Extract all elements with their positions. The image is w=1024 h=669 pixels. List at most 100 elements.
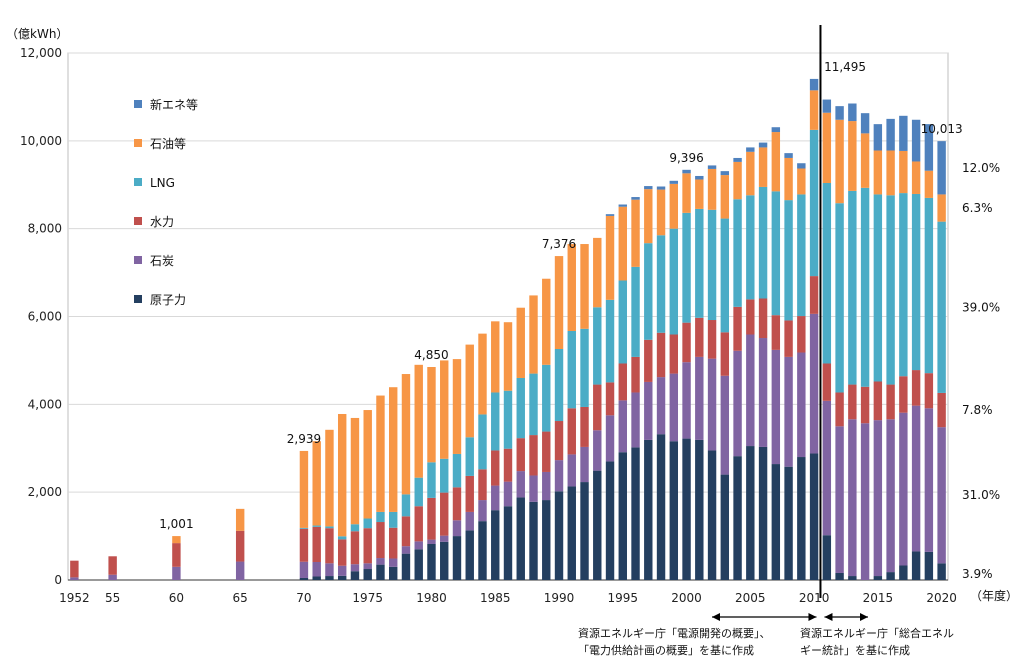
bar-segment — [682, 169, 691, 174]
x-tick-label: 2010 — [799, 591, 830, 605]
bar-segment — [682, 438, 691, 580]
bar-segment — [414, 506, 423, 542]
arrowhead-left — [824, 613, 833, 621]
bar-segment — [401, 494, 411, 517]
bar-segment — [440, 535, 449, 542]
bar-segment — [644, 339, 653, 382]
bar-segment — [835, 119, 844, 204]
bar-segment — [108, 556, 117, 575]
legend-label: 新エネ等 — [150, 97, 198, 112]
bar-segment — [733, 199, 742, 307]
source-notes: 資源エネルギー庁「電源開発の概要」、「電力供給計画の概要」を基に作成 資源エネルギ… — [578, 613, 954, 657]
bar-segment — [516, 438, 525, 472]
bar-value-labels: 1,001 2,939 4,850 7,376 9,396 11,495 10,013 — [159, 60, 962, 531]
bar-series — [70, 78, 946, 580]
bar-segment — [784, 356, 793, 467]
legend-label: 水力 — [150, 215, 174, 229]
bar-segment — [389, 558, 398, 567]
bar-segment — [350, 417, 360, 525]
bar-segment — [542, 431, 551, 472]
bar-segment — [937, 221, 946, 393]
bar-segment — [299, 561, 309, 578]
x-tick-label: 1952 — [59, 591, 90, 605]
bar-segment — [554, 491, 564, 580]
bar-segment — [911, 405, 921, 552]
bar-segment — [822, 535, 832, 580]
bar-segment — [567, 454, 576, 487]
bar-segment — [746, 334, 755, 447]
bar-segment — [414, 364, 423, 478]
bar-segment — [529, 501, 538, 580]
x-tick-label: 2015 — [863, 591, 894, 605]
bar-segment — [797, 457, 806, 580]
bar-segment — [873, 194, 883, 382]
bar-segment — [899, 115, 908, 151]
bar-segment — [452, 536, 462, 580]
x-tick-label: 55 — [105, 591, 120, 605]
bar-segment — [235, 530, 245, 562]
bar-segment — [644, 439, 653, 580]
bar-segment — [363, 410, 372, 519]
bar-segment — [491, 392, 500, 451]
bar-segment — [593, 470, 602, 580]
bar-segment — [376, 564, 385, 580]
bar-segment — [797, 194, 806, 317]
bar-segment — [465, 437, 474, 476]
bar-segment — [911, 551, 921, 580]
bar-segment — [593, 237, 602, 308]
bar-segment — [771, 315, 781, 350]
bar-segment — [299, 577, 309, 580]
arrowhead-right — [860, 613, 868, 621]
x-tick-label: 2005 — [735, 591, 766, 605]
legend-label: 石油等 — [150, 137, 186, 151]
arrowhead-right — [808, 613, 817, 621]
arrowhead-left — [712, 613, 720, 621]
bar-segment — [337, 565, 347, 576]
bar-segment — [325, 526, 334, 529]
share-label: 7.8% — [962, 403, 993, 417]
bar-segment — [886, 384, 895, 420]
bar-segment — [695, 317, 704, 357]
bar-segment — [720, 218, 730, 333]
bar-segment — [860, 423, 870, 580]
bar-segment — [70, 577, 79, 580]
bar-segment — [911, 119, 921, 162]
bar-segment — [312, 441, 321, 526]
y-tick-label: 0 — [54, 573, 62, 587]
bar-segment — [873, 381, 883, 421]
bar-segment — [631, 197, 640, 200]
bar-segment — [733, 161, 742, 200]
bar-segment — [720, 332, 730, 376]
bar-segment — [886, 419, 895, 573]
x-unit-label: （年度） — [970, 588, 1018, 603]
bar-segment — [886, 118, 895, 151]
bar-segment — [758, 147, 768, 187]
legend-label: LNG — [150, 176, 175, 190]
bar-segment — [618, 280, 627, 364]
bar-segment — [618, 206, 627, 281]
bar-segment — [784, 200, 793, 321]
bar-segment — [886, 195, 895, 385]
bar-segment — [376, 511, 385, 523]
bar-segment — [605, 382, 615, 416]
x-tick-label: 1985 — [480, 591, 511, 605]
bar-segment — [669, 373, 679, 442]
share-label: 31.0% — [962, 488, 1000, 502]
bar-segment — [593, 430, 602, 471]
bar-segment — [924, 551, 934, 580]
y-tick-label: 10,000 — [20, 134, 62, 148]
y-tick-label: 6,000 — [28, 310, 62, 324]
bar-segment — [656, 332, 666, 378]
bar-segment — [337, 539, 347, 566]
bar-segment — [554, 460, 564, 492]
bar-segment — [644, 186, 653, 190]
bar-segment — [924, 124, 934, 171]
legend-label: 原子力 — [150, 293, 186, 307]
bar-segment — [414, 477, 423, 507]
bar-segment — [911, 161, 921, 194]
bar-segment — [350, 571, 360, 580]
bar-segment — [580, 482, 589, 580]
legend-swatch — [134, 295, 142, 303]
bar-segment — [440, 458, 449, 493]
bar-segment — [835, 203, 844, 393]
